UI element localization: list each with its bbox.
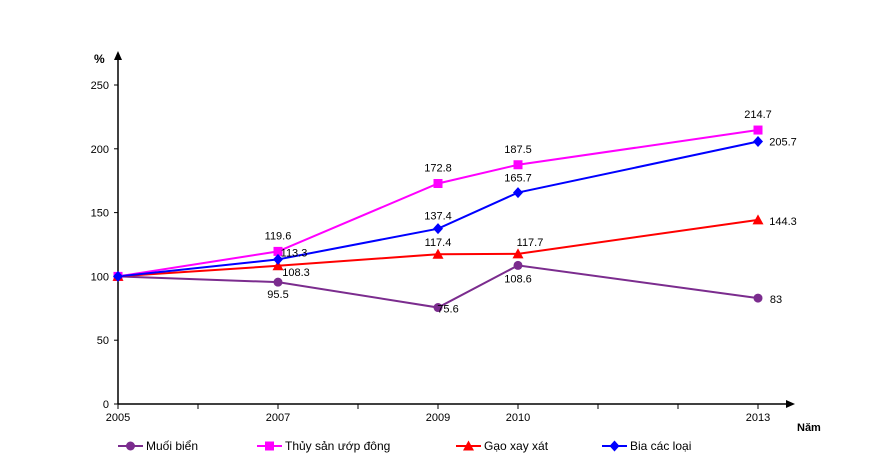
data-point xyxy=(753,136,763,148)
data-label: 108.3 xyxy=(282,267,310,279)
data-labels: 95.5 75.6 108.6 83 119.6 172.8 187.5 214.7 108.3… xyxy=(265,109,797,315)
y-tick-label: 50 xyxy=(97,335,109,347)
y-axis-arrow xyxy=(114,51,122,60)
data-point xyxy=(272,260,284,271)
legend-marker xyxy=(463,440,474,451)
data-label: 117.7 xyxy=(517,237,544,249)
data-label: 83 xyxy=(770,294,782,306)
legend-marker xyxy=(265,441,274,451)
y-tick-label: 250 xyxy=(91,80,109,92)
series-line xyxy=(117,264,759,309)
data-label: 205.7 xyxy=(769,137,797,149)
data-point xyxy=(433,179,443,189)
data-point xyxy=(273,246,283,256)
data-label: 137.4 xyxy=(424,211,452,223)
x-tick-label: 2005 xyxy=(106,412,130,424)
y-tick-label: 150 xyxy=(91,208,109,220)
data-label: 95.5 xyxy=(267,289,288,301)
data-label: 144.3 xyxy=(769,216,797,228)
data-label: 75.6 xyxy=(437,304,458,316)
legend-label: Muối biển xyxy=(146,439,198,453)
x-tick-label: 2010 xyxy=(506,412,530,424)
data-label: 117.4 xyxy=(425,237,452,249)
series-markers xyxy=(112,125,764,313)
x-tick-label: 2007 xyxy=(266,412,290,424)
x-axis-title: Năm xyxy=(797,422,821,434)
data-point xyxy=(752,214,764,225)
data-point xyxy=(513,160,523,170)
legend-marker xyxy=(126,441,135,451)
legend-label: Bia các loại xyxy=(630,439,691,453)
data-point xyxy=(433,223,443,235)
data-label: 214.7 xyxy=(744,109,772,121)
y-tick-label: 200 xyxy=(91,144,109,156)
data-point xyxy=(513,260,523,270)
data-label: 113.3 xyxy=(281,247,308,259)
legend-marker xyxy=(609,440,620,452)
y-axis-title: % xyxy=(94,52,105,66)
y-tick-label: 0 xyxy=(103,399,109,411)
x-tick-label: 2009 xyxy=(426,412,450,424)
x-tick-label: 2013 xyxy=(746,412,770,424)
legend-label: Thủy sản ướp đông xyxy=(285,439,390,453)
data-label: 172.8 xyxy=(424,163,452,175)
data-label: 108.6 xyxy=(504,273,532,285)
data-point xyxy=(753,293,763,303)
data-point xyxy=(273,277,283,287)
data-point xyxy=(433,303,443,313)
data-point xyxy=(432,248,444,259)
data-point xyxy=(513,187,523,199)
legend: Muối biển Thủy sản ướp đông Gạo xay xát Bia… xyxy=(118,439,691,453)
legend-label: Gạo xay xát xyxy=(484,439,549,453)
data-point xyxy=(113,270,123,282)
y-tick-label: 100 xyxy=(91,271,109,283)
data-point xyxy=(512,248,524,259)
data-point xyxy=(273,253,283,265)
axes: 0 50 100 150 200 250 2005 2007 2009 2010 2013% Năm xyxy=(91,51,821,434)
x-axis-arrow xyxy=(786,400,795,408)
data-label: 187.5 xyxy=(504,144,532,156)
data-label: 119.6 xyxy=(265,230,292,242)
data-label: 165.7 xyxy=(504,173,532,185)
data-point xyxy=(753,125,763,135)
